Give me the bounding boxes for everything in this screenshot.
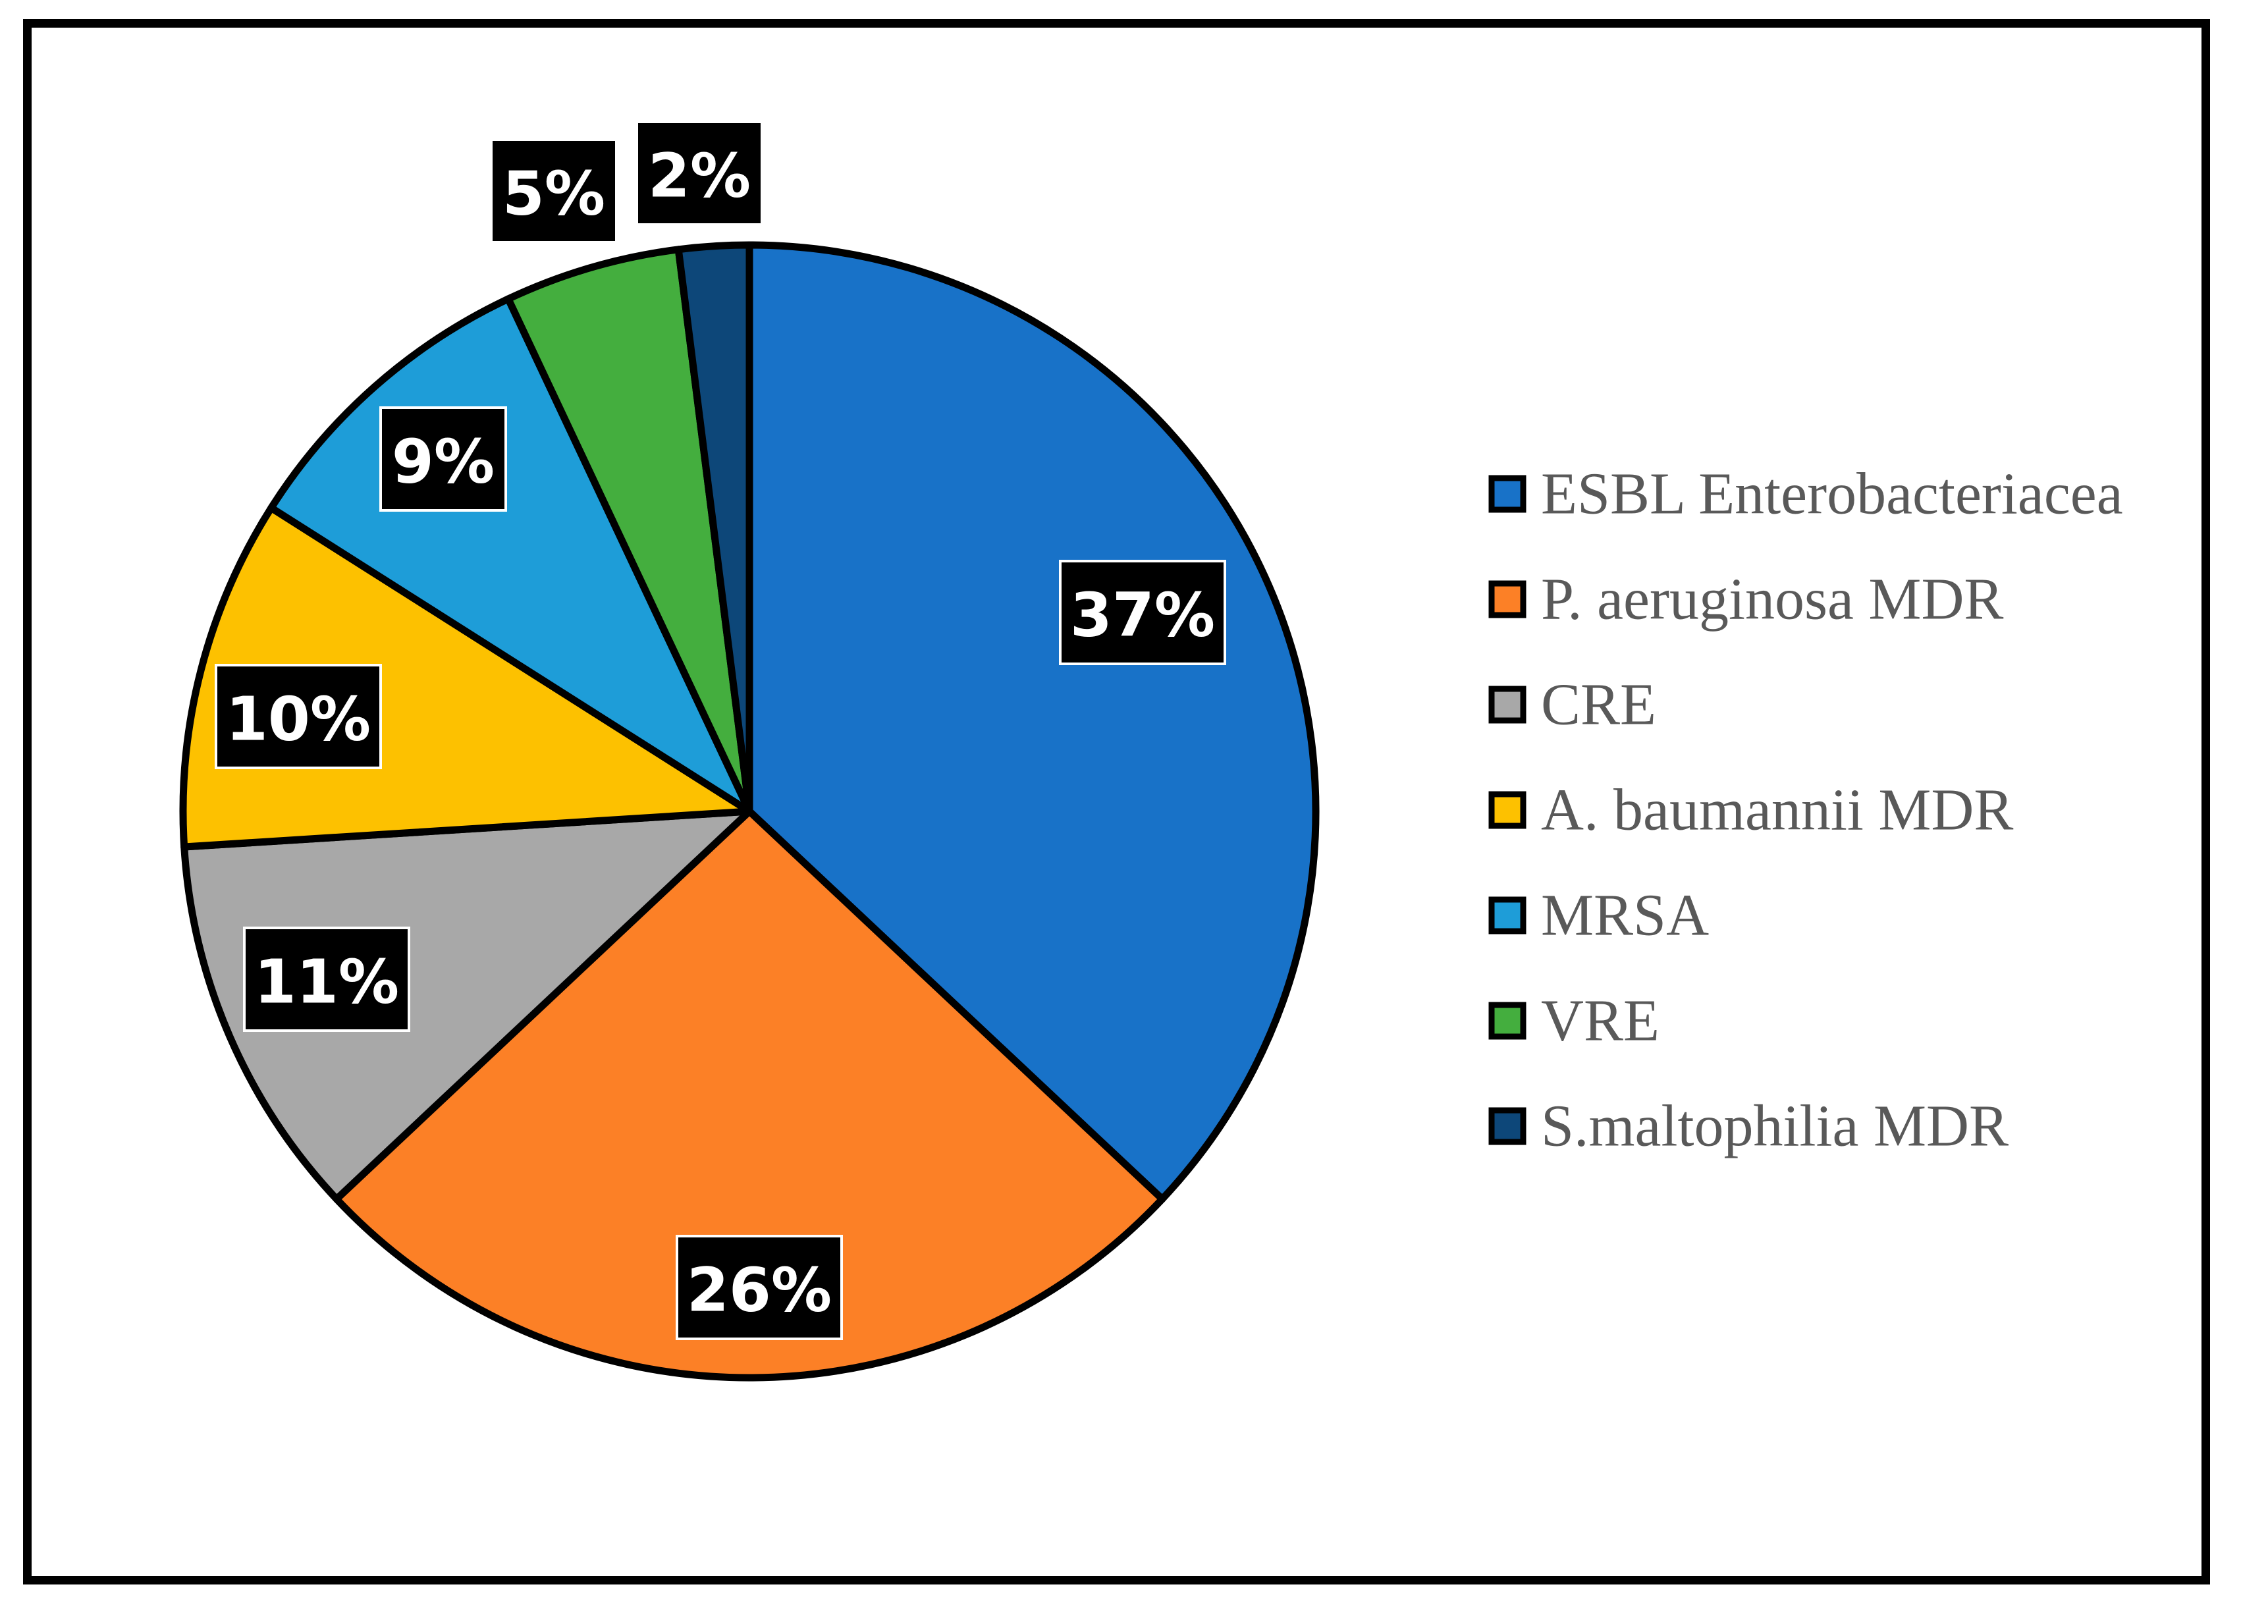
legend-swatch [1488, 791, 1526, 829]
legend-label: S.maltophilia MDR [1541, 1094, 2009, 1159]
legend-label: A. baumannii MDR [1541, 778, 2013, 843]
legend: ESBL Enterobacteriacea P. aeruginosa MDR C… [1488, 462, 2123, 1159]
data-label-esbl-enterobacteriacea: 37% [1059, 560, 1226, 665]
pie-slices [179, 241, 1320, 1382]
data-label-text: 10% [226, 684, 371, 755]
legend-label: MRSA [1541, 883, 1709, 948]
legend-item-p-aeruginosa-mdr: P. aeruginosa MDR [1488, 567, 2003, 632]
legend-label: ESBL Enterobacteriacea [1541, 462, 2123, 527]
data-label-text: 26% [687, 1255, 832, 1326]
data-label-box [379, 406, 507, 512]
data-label-vre: 5% [490, 138, 618, 244]
pie-slice-p-aeruginosa-mdr [333, 807, 1166, 1382]
data-label-text: 9% [392, 427, 495, 497]
data-label-box [243, 927, 410, 1032]
legend-label: CRE [1541, 672, 1656, 738]
legend-swatch [1488, 1002, 1526, 1040]
data-label-text: 2% [648, 141, 751, 211]
legend-swatch [1488, 686, 1526, 724]
data-label-p-aeruginosa-mdr: 26% [676, 1235, 843, 1340]
pie-data-labels: 37% 26% 11% 10% 9% 5% 2% [215, 121, 1226, 1340]
legend-label: P. aeruginosa MDR [1541, 567, 2003, 632]
data-label-text: 11% [254, 947, 399, 1017]
data-label-s-maltophilia-mdr: 2% [635, 121, 763, 226]
legend-item-a-baumannii-mdr: A. baumannii MDR [1488, 778, 2013, 843]
legend-item-cre: CRE [1488, 672, 1656, 738]
legend-swatch [1488, 1107, 1526, 1145]
legend-item-esbl-enterobacteriacea: ESBL Enterobacteriacea [1488, 462, 2123, 527]
legend-swatch [1488, 580, 1526, 618]
data-label-box [490, 138, 618, 244]
pie-slice-s-maltophilia-mdr [674, 241, 753, 815]
data-label-box [676, 1235, 843, 1340]
legend-item-vre: VRE [1488, 988, 1660, 1054]
legend-item-s-maltophilia-mdr: S.maltophilia MDR [1488, 1094, 2009, 1159]
legend-swatch [1488, 896, 1526, 934]
data-label-text: 5% [502, 159, 605, 229]
data-label-a-baumannii-mdr: 10% [215, 664, 382, 769]
legend-item-mrsa: MRSA [1488, 883, 1709, 948]
data-label-cre: 11% [243, 927, 410, 1032]
data-label-mrsa: 9% [379, 406, 507, 512]
data-label-box [635, 121, 763, 226]
pie-slice-vre [504, 246, 753, 815]
pie-slice-cre [180, 807, 753, 1203]
data-label-text: 37% [1070, 580, 1215, 651]
legend-label: VRE [1541, 988, 1660, 1054]
pie-slice-esbl-enterobacteriacea [745, 241, 1320, 1203]
data-label-box [1059, 560, 1226, 665]
data-label-box [215, 664, 382, 769]
legend-swatch [1488, 475, 1526, 513]
